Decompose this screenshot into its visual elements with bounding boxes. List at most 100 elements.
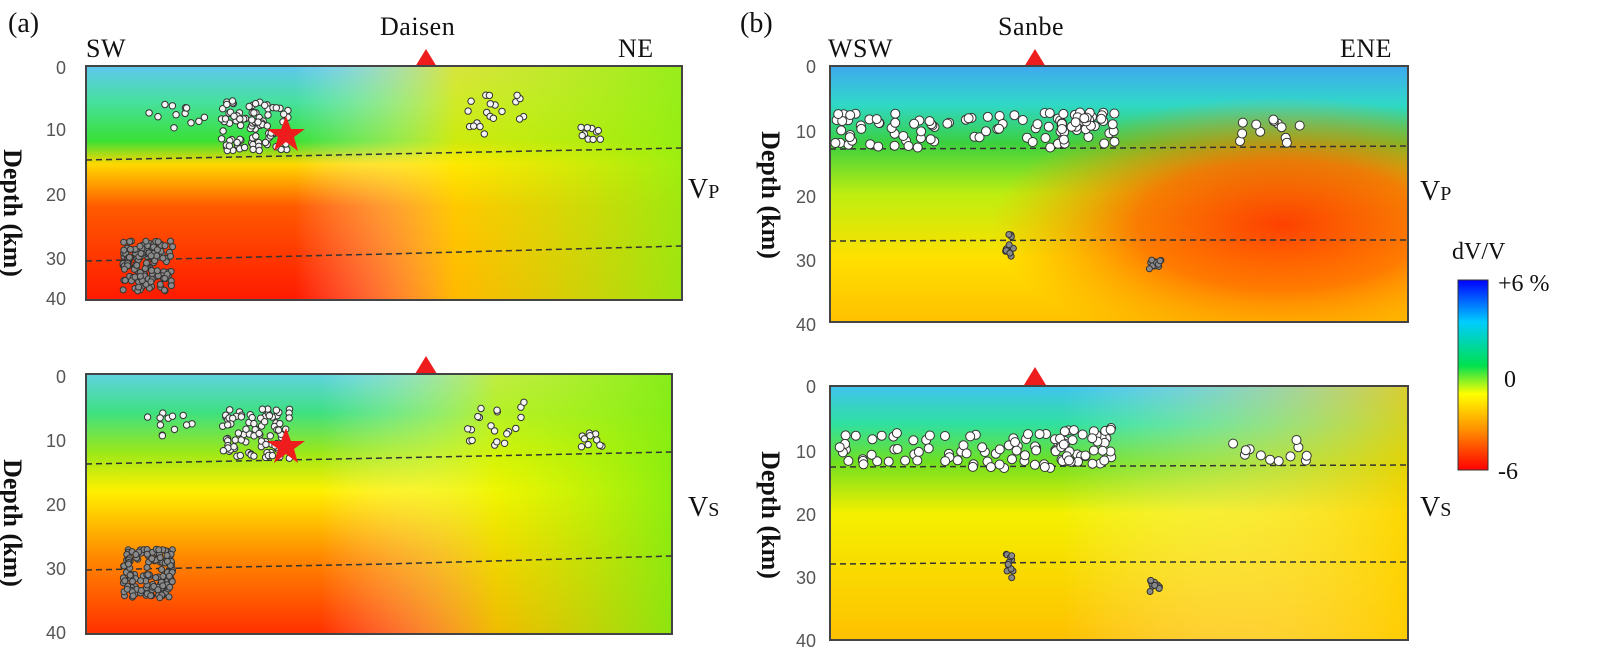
earthquake-marker bbox=[834, 442, 845, 453]
earthquake-marker bbox=[133, 261, 141, 269]
earthquake-marker bbox=[156, 594, 164, 602]
earthquake-cluster-deep bbox=[1002, 231, 1165, 273]
y-tick: 20 bbox=[795, 187, 816, 207]
earthquake-marker bbox=[1105, 424, 1116, 435]
earthquake-marker bbox=[924, 430, 935, 441]
earthquake-marker bbox=[1145, 265, 1153, 273]
earthquake-marker bbox=[120, 238, 128, 246]
earthquake-marker bbox=[1064, 455, 1074, 466]
earthquake-marker bbox=[285, 414, 293, 422]
earthquake-marker bbox=[577, 443, 586, 451]
earthquake-marker bbox=[248, 413, 256, 422]
earthquake-marker bbox=[1080, 450, 1091, 461]
earthquake-marker bbox=[890, 117, 901, 128]
earthquake-cluster-shallow bbox=[143, 398, 606, 462]
earthquake-marker bbox=[161, 100, 169, 109]
earthquake-marker bbox=[487, 422, 495, 430]
earthquake-marker bbox=[1087, 458, 1098, 469]
earthquake-marker bbox=[169, 243, 177, 251]
earthquake-marker bbox=[276, 419, 284, 428]
earthquake-marker bbox=[121, 577, 129, 585]
earthquake-marker bbox=[1237, 117, 1248, 128]
earthquake-marker bbox=[230, 112, 238, 120]
earthquake-marker bbox=[577, 123, 585, 132]
earthquake-marker bbox=[121, 265, 128, 273]
earthquake-marker bbox=[223, 100, 231, 109]
earthquake-marker bbox=[517, 413, 525, 422]
earthquake-marker bbox=[977, 442, 988, 453]
earthquake-marker bbox=[255, 146, 263, 155]
earthquake-marker bbox=[234, 429, 243, 437]
y-tick: 10 bbox=[45, 431, 66, 451]
wave-label-vp-b: VP bbox=[1420, 176, 1452, 207]
earthquake-marker bbox=[240, 143, 249, 152]
earthquake-marker bbox=[258, 405, 267, 413]
earthquake-marker bbox=[263, 122, 272, 130]
earthquake-marker bbox=[924, 116, 935, 127]
earthquake-marker bbox=[143, 564, 151, 571]
earthquake-marker bbox=[982, 111, 993, 122]
earthquake-marker bbox=[252, 132, 260, 140]
earthquake-marker bbox=[156, 414, 164, 422]
earthquake-marker bbox=[265, 412, 274, 420]
y-axis-label: Depth (km) bbox=[0, 149, 27, 277]
earthquake-marker bbox=[1031, 445, 1042, 456]
y-axis-label: Depth (km) bbox=[0, 459, 27, 587]
earthquake-marker bbox=[248, 116, 256, 124]
earthquake-marker bbox=[152, 574, 160, 582]
earthquake-marker bbox=[1107, 119, 1118, 130]
earthquake-marker bbox=[167, 282, 175, 290]
earthquake-marker bbox=[1058, 439, 1069, 450]
earthquake-marker bbox=[952, 455, 963, 466]
volcano-name-sanbe: Sanbe bbox=[998, 12, 1065, 41]
earthquake-marker bbox=[843, 455, 854, 466]
earthquake-marker bbox=[994, 459, 1005, 470]
earthquake-marker bbox=[1005, 241, 1013, 249]
earthquake-marker bbox=[909, 118, 920, 129]
earthquake-marker bbox=[850, 430, 861, 441]
earthquake-marker bbox=[1058, 108, 1069, 119]
earthquake-marker bbox=[221, 115, 230, 123]
earthquake-marker bbox=[1097, 445, 1108, 456]
earthquake-marker bbox=[132, 551, 140, 558]
earthquake-marker bbox=[236, 451, 245, 460]
panel-label-a: (a) bbox=[8, 8, 40, 39]
earthquake-marker bbox=[1285, 451, 1296, 462]
earthquake-marker bbox=[833, 109, 844, 120]
earthquake-marker bbox=[593, 436, 601, 444]
direction-left-a: SW bbox=[86, 34, 126, 63]
earthquake-marker bbox=[1096, 113, 1107, 124]
y-axis-label: Depth (km) bbox=[755, 131, 785, 259]
earthquake-marker bbox=[1240, 445, 1251, 456]
earthquake-marker bbox=[1228, 438, 1239, 449]
earthquake-marker bbox=[236, 115, 244, 123]
y-tick: 0 bbox=[55, 367, 66, 387]
earthquake-marker bbox=[589, 135, 597, 144]
earthquake-marker bbox=[137, 577, 145, 585]
earthquake-marker bbox=[148, 267, 156, 274]
earthquake-marker bbox=[1147, 576, 1155, 584]
earthquake-marker bbox=[182, 421, 191, 429]
earthquake-marker bbox=[1294, 120, 1305, 131]
earthquake-marker bbox=[156, 421, 165, 429]
earthquake-marker bbox=[866, 449, 877, 460]
earthquake-marker bbox=[170, 124, 178, 132]
earthquake-marker bbox=[578, 131, 586, 140]
earthquake-marker bbox=[1087, 433, 1098, 444]
earthquake-marker bbox=[266, 432, 275, 440]
earthquake-marker bbox=[1032, 119, 1043, 130]
earthquake-marker bbox=[1156, 257, 1164, 265]
earthquake-marker bbox=[119, 286, 127, 294]
earthquake-marker bbox=[912, 142, 923, 153]
earthquake-marker bbox=[1044, 108, 1055, 119]
earthquake-marker bbox=[1276, 122, 1287, 133]
direction-right-b: ENE bbox=[1340, 34, 1393, 63]
earthquake-marker bbox=[166, 583, 174, 591]
earthquake-marker bbox=[1043, 121, 1054, 132]
earthquake-cluster-deep bbox=[119, 545, 177, 602]
conrad-boundary bbox=[85, 147, 683, 161]
earthquake-marker bbox=[844, 132, 855, 143]
y-tick: 10 bbox=[45, 120, 66, 140]
earthquake-marker bbox=[1079, 113, 1090, 124]
earthquake-marker bbox=[898, 131, 909, 141]
